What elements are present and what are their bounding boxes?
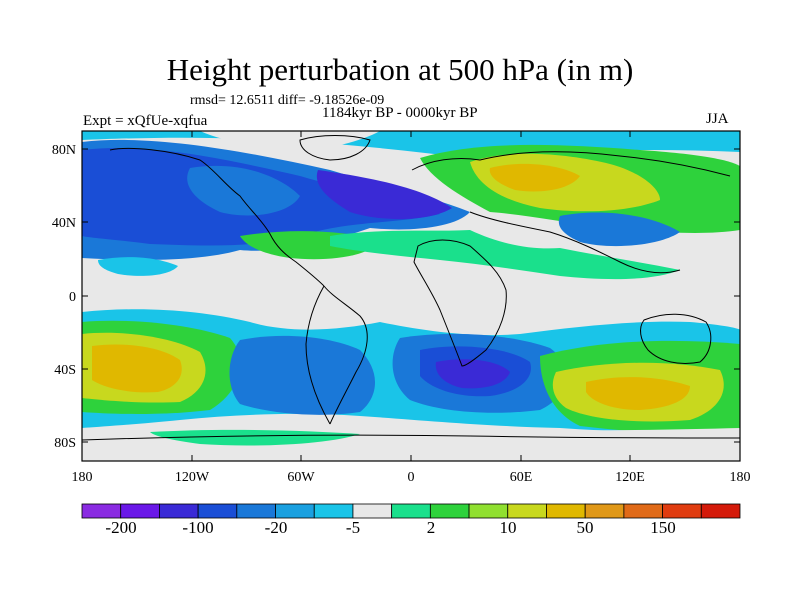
lat-label: 80N bbox=[52, 143, 76, 158]
colorbar-box bbox=[623, 503, 663, 519]
lon-label: 60W bbox=[287, 470, 315, 485]
region-io-core bbox=[586, 377, 690, 410]
lat-label: 40S bbox=[54, 363, 76, 378]
colorbar-box bbox=[159, 503, 199, 519]
season-label: JJA bbox=[706, 111, 729, 127]
region-so-low-core bbox=[435, 359, 510, 389]
coast-eurasia-north bbox=[411, 151, 731, 177]
colorbar-box bbox=[236, 503, 276, 519]
colorbar-box bbox=[507, 503, 547, 519]
colorbar-box bbox=[120, 503, 160, 519]
colorbar-label: -200 bbox=[105, 518, 136, 537]
colorbar-box bbox=[546, 503, 586, 519]
height-field bbox=[82, 131, 740, 461]
colorbar-labels: -200 -100 -20 -5 2 10 50 150 bbox=[105, 518, 675, 537]
coast-north-america bbox=[109, 148, 325, 287]
coast-south-america-east bbox=[323, 285, 368, 425]
colorbar-box bbox=[352, 503, 393, 519]
colorbar-label: -5 bbox=[346, 518, 360, 537]
colorbar-box bbox=[313, 503, 354, 519]
region-antarctic-positive bbox=[150, 429, 360, 446]
coast-africa bbox=[413, 239, 507, 367]
colorbar-box bbox=[275, 503, 315, 519]
lat-label: 0 bbox=[69, 290, 76, 305]
coast-antarctica bbox=[82, 434, 740, 441]
colorbar-label: -20 bbox=[265, 518, 288, 537]
region-sp-core bbox=[92, 344, 182, 393]
coast-greenland bbox=[299, 135, 371, 161]
experiment-label: Expt = xQfUe-xqfua bbox=[83, 113, 208, 129]
lon-label: 120E bbox=[615, 470, 645, 485]
lon-tick-marks bbox=[81, 131, 741, 461]
lon-tick-labels: 180 120W 60W 0 60E 120E 180 bbox=[72, 470, 751, 485]
period-label: 1184kyr BP - 0000kyr BP bbox=[322, 105, 478, 121]
region-sa-low bbox=[229, 335, 375, 415]
coast-australia bbox=[640, 313, 712, 364]
region-china-low bbox=[558, 212, 680, 247]
lat-label: 80S bbox=[54, 436, 76, 451]
colorbar-box bbox=[584, 503, 625, 519]
lon-label: 60E bbox=[510, 470, 533, 485]
coast-eurasia-south bbox=[469, 211, 681, 274]
colorbar-box bbox=[468, 503, 509, 519]
colorbar-label: 150 bbox=[650, 518, 676, 537]
lon-label: 0 bbox=[408, 470, 415, 485]
colorbar-label: 10 bbox=[500, 518, 517, 537]
lat-tick-marks bbox=[82, 148, 740, 443]
colorbar-box bbox=[197, 503, 238, 519]
lat-label: 40N bbox=[52, 216, 76, 231]
colorbar-box bbox=[391, 503, 431, 519]
colorbar-box bbox=[429, 503, 470, 519]
lon-label: 120W bbox=[175, 470, 210, 485]
colorbar-label: 50 bbox=[577, 518, 594, 537]
colorbar-box bbox=[662, 503, 702, 519]
stats-label: rmsd= 12.6511 diff= -9.18526e-09 bbox=[190, 93, 385, 108]
lon-label: 180 bbox=[72, 470, 93, 485]
region-eurasia-core bbox=[489, 163, 580, 192]
colorbar bbox=[81, 503, 741, 519]
coast-south-america-west bbox=[305, 285, 331, 425]
plot-title: Height perturbation at 500 hPa (in m) bbox=[166, 52, 634, 87]
colorbar-label: -100 bbox=[182, 518, 213, 537]
lon-label: 180 bbox=[730, 470, 751, 485]
region-pacific-tropics-low bbox=[98, 257, 178, 276]
lat-tick-labels: 80N 40N 0 40S 80S bbox=[52, 143, 76, 451]
colorbar-box bbox=[81, 503, 122, 519]
colorbar-label: 2 bbox=[427, 518, 436, 537]
colorbar-box bbox=[700, 503, 741, 519]
region-atlantic-low bbox=[316, 170, 452, 220]
coastlines bbox=[82, 135, 740, 441]
region-tropics-positive bbox=[330, 230, 680, 280]
region-nh-low-inner bbox=[187, 165, 300, 216]
